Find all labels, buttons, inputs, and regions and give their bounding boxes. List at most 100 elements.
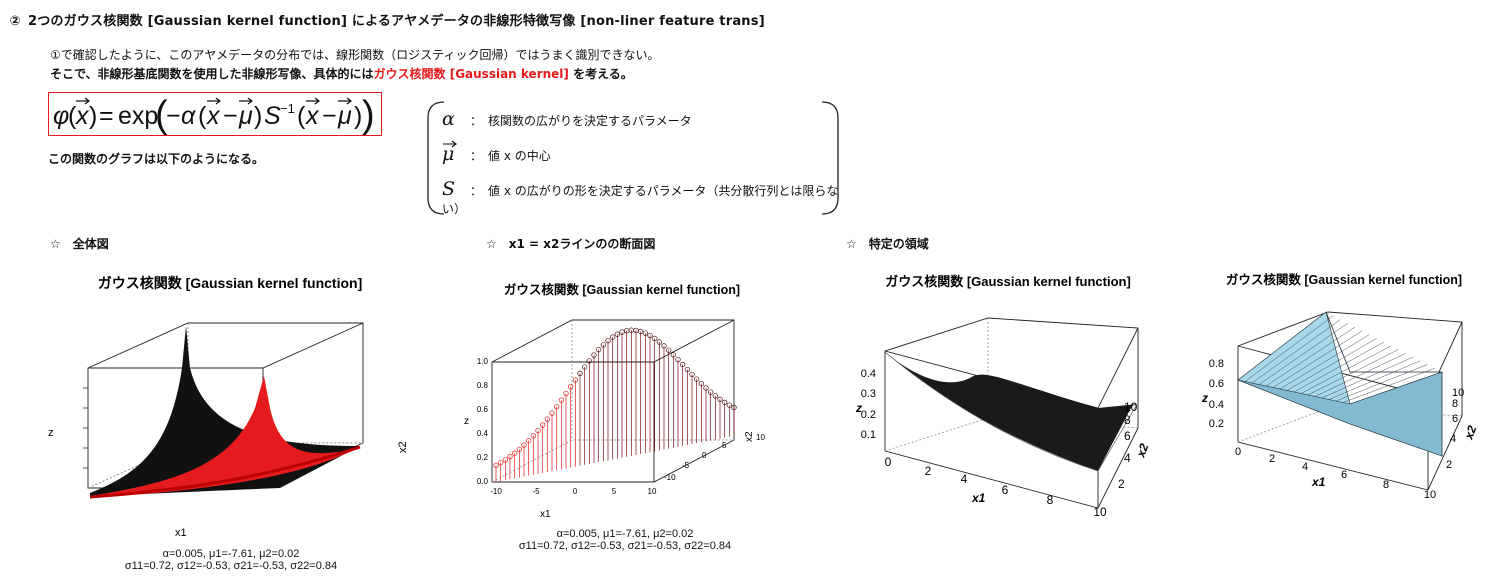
svg-text:2: 2 bbox=[1118, 477, 1125, 491]
formula-x-2: x bbox=[206, 102, 221, 130]
stem-point bbox=[722, 399, 728, 406]
stem-point bbox=[666, 347, 672, 353]
svg-text:0.4: 0.4 bbox=[1209, 399, 1224, 411]
section-heading: ② 2つのガウス核関数 [Gaussian kernel function] によ… bbox=[8, 10, 765, 29]
section-cross-section: ☆ x1 = x2ラインのの断面図 bbox=[486, 237, 656, 251]
xlabel: x1 bbox=[540, 509, 551, 520]
svg-text:2: 2 bbox=[1269, 453, 1275, 465]
intro-line-2-suffix: を考える。 bbox=[568, 67, 633, 81]
svg-text:0.4: 0.4 bbox=[861, 368, 876, 380]
mesh-line bbox=[1272, 330, 1363, 388]
intro-line-2-prefix: そこで、非線形基底関数を使用した非線形写像、具体的には bbox=[50, 67, 374, 81]
mesh-line bbox=[1293, 341, 1385, 393]
graph-note: この関数のグラフは以下のようになる。 bbox=[48, 152, 265, 166]
formula-svg: φ ( x ) = exp ( − α ( x − μ ) S −1 ( x −… bbox=[53, 94, 375, 136]
stem-point bbox=[642, 330, 648, 336]
mesh-line bbox=[1279, 334, 1370, 390]
stem-point bbox=[568, 384, 574, 390]
stem-point bbox=[502, 457, 508, 463]
stem-point bbox=[680, 361, 686, 368]
stem-point bbox=[596, 347, 602, 353]
svg-text:0.2: 0.2 bbox=[477, 453, 489, 462]
plot-cross-caption: α=0.005, μ1=-7.61, μ2=0.02 σ11=0.72, σ12… bbox=[518, 528, 732, 552]
mesh-line bbox=[1258, 323, 1348, 385]
svg-text:2: 2 bbox=[1446, 459, 1452, 471]
x-ticks: -10 -5 0 5 10 bbox=[490, 487, 657, 496]
stem-point bbox=[708, 389, 714, 395]
svg-text:0.0: 0.0 bbox=[477, 477, 489, 486]
zlabel: z bbox=[855, 401, 862, 415]
formula-minus-2: − bbox=[223, 102, 238, 130]
svg-text:10: 10 bbox=[1424, 489, 1436, 501]
stem-point bbox=[647, 332, 653, 339]
svg-text:): ) bbox=[89, 102, 97, 130]
mesh-line bbox=[1342, 368, 1435, 403]
stem-point bbox=[540, 422, 546, 428]
stem-point bbox=[498, 460, 504, 466]
svg-text:(: ( bbox=[198, 102, 207, 130]
xlabel: x1 bbox=[1311, 475, 1326, 489]
stem-point bbox=[554, 404, 560, 410]
stem-point bbox=[507, 454, 513, 460]
formula-minus-3: − bbox=[322, 102, 337, 130]
mesh-line bbox=[1251, 319, 1341, 384]
stem-point bbox=[493, 462, 499, 469]
svg-text:0: 0 bbox=[702, 451, 707, 460]
mesh-line bbox=[1335, 364, 1428, 402]
formula-exp: exp bbox=[118, 102, 158, 130]
svg-text:8: 8 bbox=[1124, 413, 1131, 427]
stem-point bbox=[684, 366, 690, 373]
stem-lines bbox=[493, 327, 737, 482]
stem-point bbox=[591, 352, 597, 358]
svg-text:4: 4 bbox=[1302, 461, 1308, 473]
section-region: ☆ 特定の領域 bbox=[846, 237, 929, 251]
z-ticks: 0.0 0.2 0.4 0.6 0.8 1.0 bbox=[477, 357, 489, 486]
svg-text:0.8: 0.8 bbox=[477, 381, 489, 390]
stem-point bbox=[516, 446, 522, 452]
stem-point bbox=[600, 342, 606, 348]
formula-alpha: α bbox=[181, 102, 196, 130]
xlabel: x1 bbox=[175, 527, 187, 539]
svg-text:0.3: 0.3 bbox=[861, 388, 876, 400]
stem-point bbox=[712, 393, 718, 399]
x-ticks: 0 2 4 6 8 10 bbox=[885, 455, 1107, 519]
svg-text:0.6: 0.6 bbox=[1209, 378, 1224, 390]
plot-overall-caption: α=0.005, μ1=-7.61, μ2=0.02 σ11=0.72, σ12… bbox=[124, 548, 338, 572]
svg-text:10: 10 bbox=[756, 433, 765, 442]
plot-cross-section: ガウス核関数 [Gaussian kernel function] 0.0 0.… bbox=[464, 282, 765, 520]
y-ticks: 2 4 6 8 10 bbox=[1446, 387, 1464, 471]
svg-text:0.6: 0.6 bbox=[477, 405, 489, 414]
stem-point bbox=[656, 339, 662, 345]
svg-text:): ) bbox=[354, 102, 362, 130]
brace-frame bbox=[427, 101, 839, 215]
formula-S: S bbox=[264, 102, 281, 130]
stem-point bbox=[614, 331, 620, 337]
y-ticks: 2 4 6 8 10 bbox=[1118, 400, 1138, 491]
stem-point bbox=[726, 402, 732, 408]
svg-text:8: 8 bbox=[1383, 479, 1389, 491]
y-ticks: -10 -5 0 5 10 bbox=[664, 433, 765, 482]
stem-point bbox=[512, 450, 518, 456]
svg-text:(: ( bbox=[297, 102, 306, 130]
svg-text:0.1: 0.1 bbox=[861, 429, 876, 441]
svg-text:0.2: 0.2 bbox=[861, 409, 876, 421]
stem-point bbox=[675, 356, 681, 363]
svg-text:(: ( bbox=[155, 94, 168, 135]
svg-text:0.8: 0.8 bbox=[1209, 358, 1224, 370]
stem-point bbox=[586, 358, 592, 364]
svg-text:4: 4 bbox=[1124, 451, 1131, 465]
svg-text:(: ( bbox=[68, 102, 77, 130]
svg-text:-5: -5 bbox=[682, 461, 690, 470]
svg-text:10: 10 bbox=[1124, 400, 1138, 414]
formula-x: x bbox=[75, 102, 90, 130]
stem-point bbox=[703, 385, 709, 391]
intro-line-2: そこで、非線形基底関数を使用した非線形写像、具体的にはガウス核関数 [Gauss… bbox=[50, 65, 633, 82]
svg-text:0: 0 bbox=[885, 455, 892, 469]
svg-text:0: 0 bbox=[573, 487, 578, 496]
svg-text:-5: -5 bbox=[532, 487, 540, 496]
gaussian-kernel-formula: φ ( x ) = exp ( − α ( x − μ ) S −1 ( x −… bbox=[48, 92, 382, 136]
svg-text:10: 10 bbox=[648, 487, 657, 496]
stem-point bbox=[694, 376, 700, 382]
formula-x-3: x bbox=[305, 102, 320, 130]
param-mu: μ：値 x の中心 bbox=[442, 140, 551, 165]
